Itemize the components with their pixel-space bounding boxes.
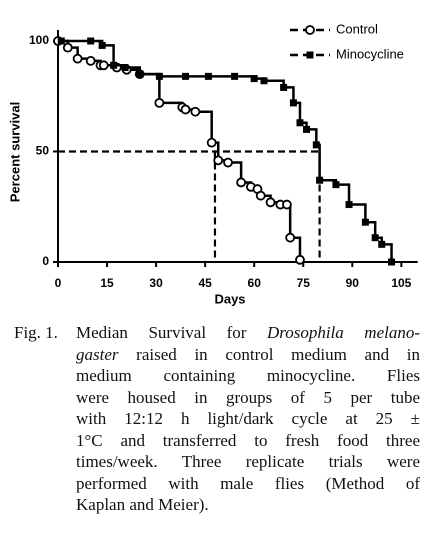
marker	[332, 181, 340, 189]
caption-text: Drosophila melano-	[266, 323, 421, 342]
marker	[371, 234, 379, 242]
y-tick-label: 0	[42, 254, 49, 268]
caption-text: with 12:12 h light/dark cycle at 25 ±	[76, 409, 420, 428]
marker	[155, 72, 163, 80]
marker	[378, 240, 386, 248]
marker	[213, 155, 224, 166]
marker	[255, 190, 266, 201]
caption-line: Median Survival for Drosophila melano-	[76, 322, 420, 344]
x-tick-label: 75	[297, 276, 311, 290]
caption-line: with 12:12 h light/dark cycle at 25 ±	[76, 408, 420, 430]
marker	[180, 104, 191, 115]
y-axis-label: Percent survival	[7, 102, 22, 202]
x-tick-label: 90	[346, 276, 360, 290]
x-tick-label: 105	[391, 276, 411, 290]
marker	[345, 201, 353, 209]
marker	[85, 55, 96, 66]
marker	[62, 42, 73, 53]
marker	[289, 99, 297, 107]
marker	[154, 97, 165, 108]
marker	[110, 61, 118, 69]
x-tick-label: 45	[198, 276, 212, 290]
caption-text: performed with male flies (Method of	[76, 473, 420, 493]
chart: Days Percent survival 0 15 30 45 60 75 90 105 0 5…	[7, 21, 418, 306]
caption-line: gaster raised in control medium and in	[76, 344, 420, 366]
marker	[303, 125, 311, 133]
caption-text: Median Survival for	[76, 323, 267, 342]
marker	[136, 70, 144, 78]
marker	[182, 72, 190, 80]
marker	[361, 218, 369, 226]
caption: Fig. 1. Median Survival for Drosophila me…	[14, 322, 420, 516]
legend-marker	[306, 51, 314, 59]
marker	[223, 157, 233, 168]
marker	[190, 106, 201, 117]
marker	[250, 75, 258, 83]
caption-text: gaster	[76, 344, 119, 364]
marker	[260, 77, 268, 85]
caption-line: medium containing minocycline. Flies	[76, 365, 420, 387]
marker	[280, 83, 288, 91]
x-tick-label: 30	[149, 276, 163, 290]
marker	[98, 41, 106, 49]
caption-line: were housed in groups of 5 per tube	[76, 387, 420, 409]
marker	[236, 177, 247, 188]
x-tick-label: 0	[55, 276, 62, 290]
marker	[265, 197, 276, 208]
marker	[316, 176, 324, 184]
marker	[295, 254, 305, 265]
x-axis-label: Days	[214, 291, 245, 306]
marker	[121, 64, 129, 72]
step-line	[58, 39, 302, 260]
x-tick-label: 15	[100, 276, 114, 290]
marker	[204, 72, 212, 80]
marker	[98, 60, 109, 71]
caption-line: performed with male flies (Method of	[76, 473, 420, 495]
marker	[231, 72, 239, 80]
legend-marker	[305, 25, 315, 35]
marker	[72, 53, 83, 64]
marker	[296, 119, 304, 127]
y-tick-label: 100	[29, 33, 49, 47]
caption-line: times/week. Three replicate trials were	[76, 451, 420, 473]
marker	[285, 232, 296, 243]
caption-line: 1°C and transferred to fresh food three	[76, 430, 420, 452]
caption-text: raised in control medium and in	[118, 344, 420, 364]
y-tick-label: 50	[36, 144, 50, 158]
caption-text: times/week. Three replicate trials were	[76, 452, 420, 471]
marker	[388, 258, 396, 266]
marker	[87, 37, 95, 45]
legend-label: Minocycline	[336, 46, 404, 61]
caption-text: were housed in groups of 5 per tube	[76, 387, 420, 407]
marker	[312, 141, 320, 149]
marker	[57, 37, 65, 45]
caption-line: Kaplan and Meier).	[76, 494, 420, 516]
caption-text: Kaplan and Meier).	[76, 495, 209, 514]
marker	[281, 199, 292, 210]
caption-text: 1°C and transferred to fresh food three	[76, 430, 420, 450]
marker	[206, 137, 217, 148]
legend-label: Control	[336, 21, 378, 36]
x-tick-label: 60	[248, 276, 262, 290]
caption-label: Fig. 1.	[14, 323, 58, 342]
caption-text: medium containing minocycline. Flies	[76, 366, 420, 385]
